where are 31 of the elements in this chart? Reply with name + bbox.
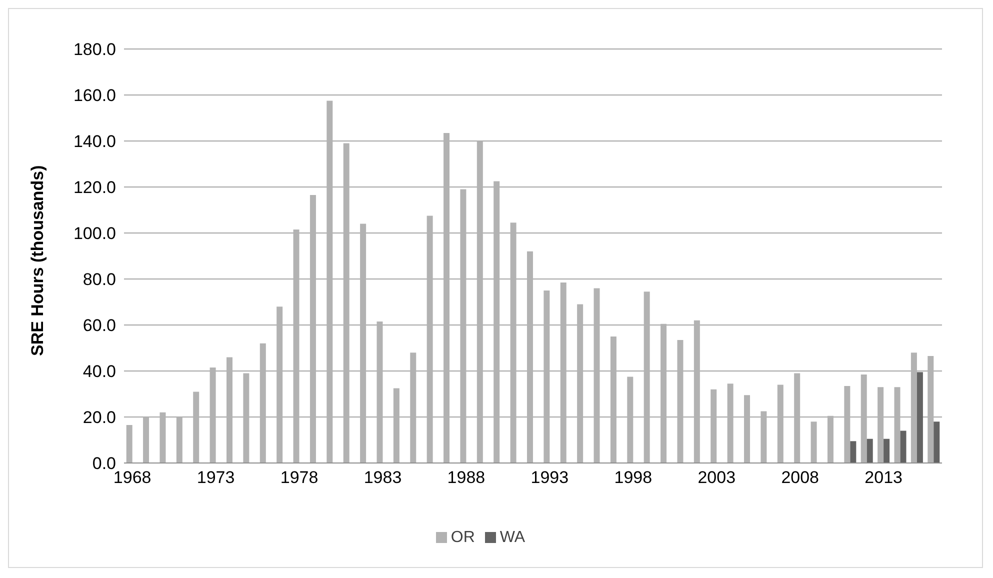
bar (126, 425, 132, 463)
y-tick-label: 60.0 (82, 316, 116, 336)
y-tick-label: 140.0 (73, 132, 116, 152)
x-tick-label: 1998 (614, 468, 652, 488)
bar (916, 372, 923, 463)
y-tick-label: 160.0 (73, 86, 116, 106)
y-tick-label: 100.0 (73, 224, 116, 244)
y-tick-label: 180.0 (73, 40, 116, 60)
x-tick-label: 2013 (864, 468, 902, 488)
y-tick-label: 0.0 (92, 454, 116, 474)
bar (900, 430, 906, 463)
y-tick-label: 20.0 (82, 408, 116, 428)
legend-label: WA (500, 529, 526, 546)
y-axis-title: SRE Hours (thousands) (28, 165, 48, 356)
x-tick-label: 1988 (447, 468, 486, 488)
legend-label: OR (450, 529, 475, 546)
y-tick-label: 40.0 (82, 362, 116, 382)
bar (866, 438, 873, 463)
x-tick-label: 1973 (196, 468, 235, 488)
x-tick-label: 1983 (364, 468, 402, 488)
x-tick-label: 1978 (280, 468, 318, 488)
y-tick-label: 120.0 (73, 178, 116, 198)
bar (850, 441, 856, 463)
bar (884, 438, 890, 463)
x-tick-label: 2003 (698, 468, 736, 488)
x-tick-label: 1968 (113, 468, 152, 488)
x-tick-label: 2008 (781, 468, 820, 488)
bar (934, 422, 940, 463)
bar (810, 422, 817, 463)
x-tick-label: 1993 (530, 468, 569, 488)
y-tick-label: 80.0 (82, 270, 116, 290)
